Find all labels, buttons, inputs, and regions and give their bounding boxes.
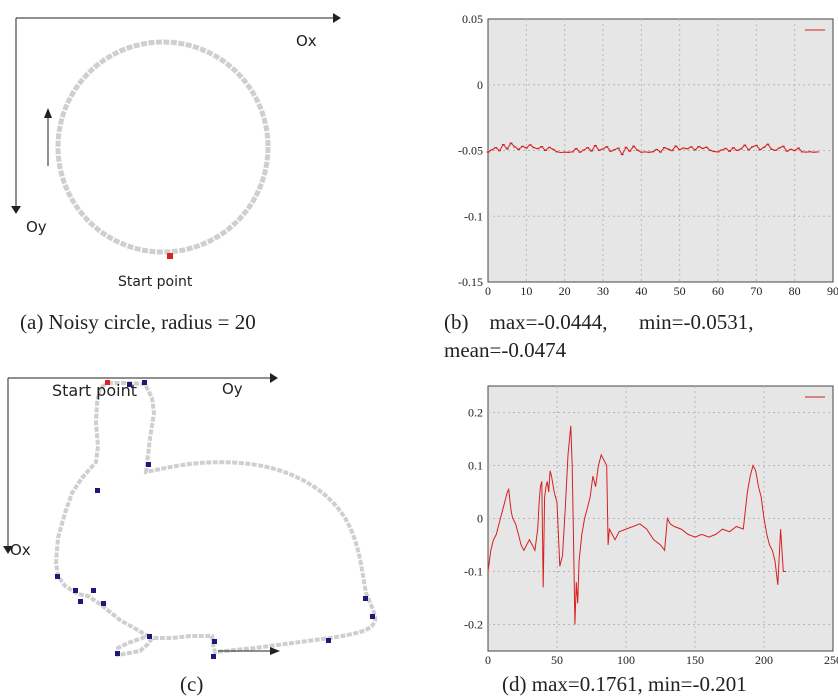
y-tick-label: 0.2 (468, 406, 483, 420)
x-tick-label: 80 (789, 284, 801, 298)
y-tick-label: -0.05 (458, 144, 483, 158)
x-tick-label: 70 (750, 284, 762, 298)
panel-a: Ox Oy Start point (0, 0, 380, 300)
caption-d: (d) max=0.1761, min=-0.201 (502, 672, 747, 696)
x-tick-label: 50 (551, 653, 563, 667)
start-point-marker (105, 380, 110, 385)
panel-c-y-arrowhead (3, 546, 13, 554)
keypoint-marker (78, 599, 83, 604)
keypoint-marker (147, 634, 152, 639)
keypoint-marker (115, 651, 120, 656)
y-tick-label: 0.1 (468, 459, 483, 473)
start-point-marker (167, 253, 173, 259)
panel-c-direction-arrowhead (270, 647, 280, 655)
keypoint-marker (95, 488, 100, 493)
panel-a-y-arrowhead (11, 206, 21, 214)
y-tick-label: -0.2 (464, 618, 483, 632)
keypoint-marker (326, 638, 331, 643)
keypoint-marker (146, 462, 151, 467)
chart-b: 0 10 20 30 40 50 60 70 80 90 -0.15 -0.1 -0.05 0 0.05 (458, 12, 838, 298)
x-tick-label: 0 (485, 653, 491, 667)
x-tick-label: 10 (520, 284, 532, 298)
keypoint-marker (101, 601, 106, 606)
keypoint-marker (370, 614, 375, 619)
keypoint-marker (363, 596, 368, 601)
y-tick-label: 0 (477, 512, 483, 526)
x-tick-label: 50 (674, 284, 686, 298)
panel-c-ox-label: Ox (10, 541, 31, 559)
keypoint-marker (211, 654, 216, 659)
panel-a-oy-label: Oy (26, 218, 47, 236)
caption-a: (a) Noisy circle, radius = 20 (20, 310, 256, 334)
y-tick-label: -0.1 (464, 209, 483, 223)
keypoint-marker (142, 380, 147, 385)
panel-d: 0 50 100 150 200 250 -0.2 -0.1 0 0.1 0.2 (440, 378, 838, 670)
panel-a-figure: Ox Oy Start point (11, 13, 341, 290)
caption-c: (c) (180, 672, 204, 696)
x-tick-label: 20 (559, 284, 571, 298)
chart-d: 0 50 100 150 200 250 -0.2 -0.1 0 0.1 0.2 (464, 385, 838, 667)
keypoint-marker (127, 382, 132, 387)
rabbit-contour (53, 381, 378, 658)
x-tick-label: 60 (712, 284, 724, 298)
x-tick-label: 200 (755, 653, 773, 667)
x-tick-label: 90 (827, 284, 838, 298)
x-tick-label: 30 (597, 284, 609, 298)
panel-a-ox-label: Ox (296, 32, 317, 50)
panel-c: Start point Oy Ox (0, 368, 420, 668)
caption-b-line2: mean=-0.0474 (444, 338, 567, 362)
x-tick-label: 40 (635, 284, 647, 298)
keypoint-marker (91, 588, 96, 593)
panel-c-x-arrowhead (270, 373, 278, 383)
keypoint-marker (212, 639, 217, 644)
panel-b: 0 10 20 30 40 50 60 70 80 90 -0.15 -0.1 -0.05 0 0.05 (440, 0, 838, 310)
y-tick-label: -0.15 (458, 275, 483, 289)
panel-a-x-arrowhead (333, 13, 341, 23)
y-tick-label: 0.05 (462, 12, 483, 26)
x-tick-label: 150 (686, 653, 704, 667)
noisy-circle-contour (55, 39, 271, 255)
panel-c-oy-label: Oy (222, 380, 243, 398)
y-tick-label: -0.1 (464, 565, 483, 579)
x-tick-label: 100 (617, 653, 635, 667)
panel-a-direction-arrowhead (44, 108, 52, 118)
panel-c-figure: Start point Oy Ox (3, 373, 378, 659)
plot-area (487, 385, 834, 652)
keypoint-marker (55, 574, 60, 579)
y-tick-label: 0 (477, 78, 483, 92)
keypoint-marker (73, 588, 78, 593)
x-tick-label: 0 (485, 284, 491, 298)
panel-a-start-label: Start point (118, 274, 193, 290)
panel-c-start-label: Start point (52, 381, 137, 400)
series-line (487, 425, 787, 625)
caption-b-line1: (b) max=-0.0444, min=-0.0531, (444, 310, 754, 334)
x-tick-label: 250 (824, 653, 838, 667)
